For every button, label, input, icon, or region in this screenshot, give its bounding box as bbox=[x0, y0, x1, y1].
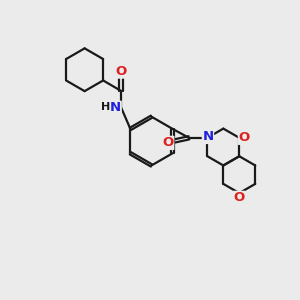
Text: O: O bbox=[116, 65, 127, 78]
Text: O: O bbox=[163, 136, 174, 149]
Text: N: N bbox=[202, 130, 214, 143]
Text: H: H bbox=[101, 102, 110, 112]
Text: O: O bbox=[234, 191, 245, 204]
Text: N: N bbox=[110, 101, 121, 114]
Text: O: O bbox=[238, 131, 250, 144]
